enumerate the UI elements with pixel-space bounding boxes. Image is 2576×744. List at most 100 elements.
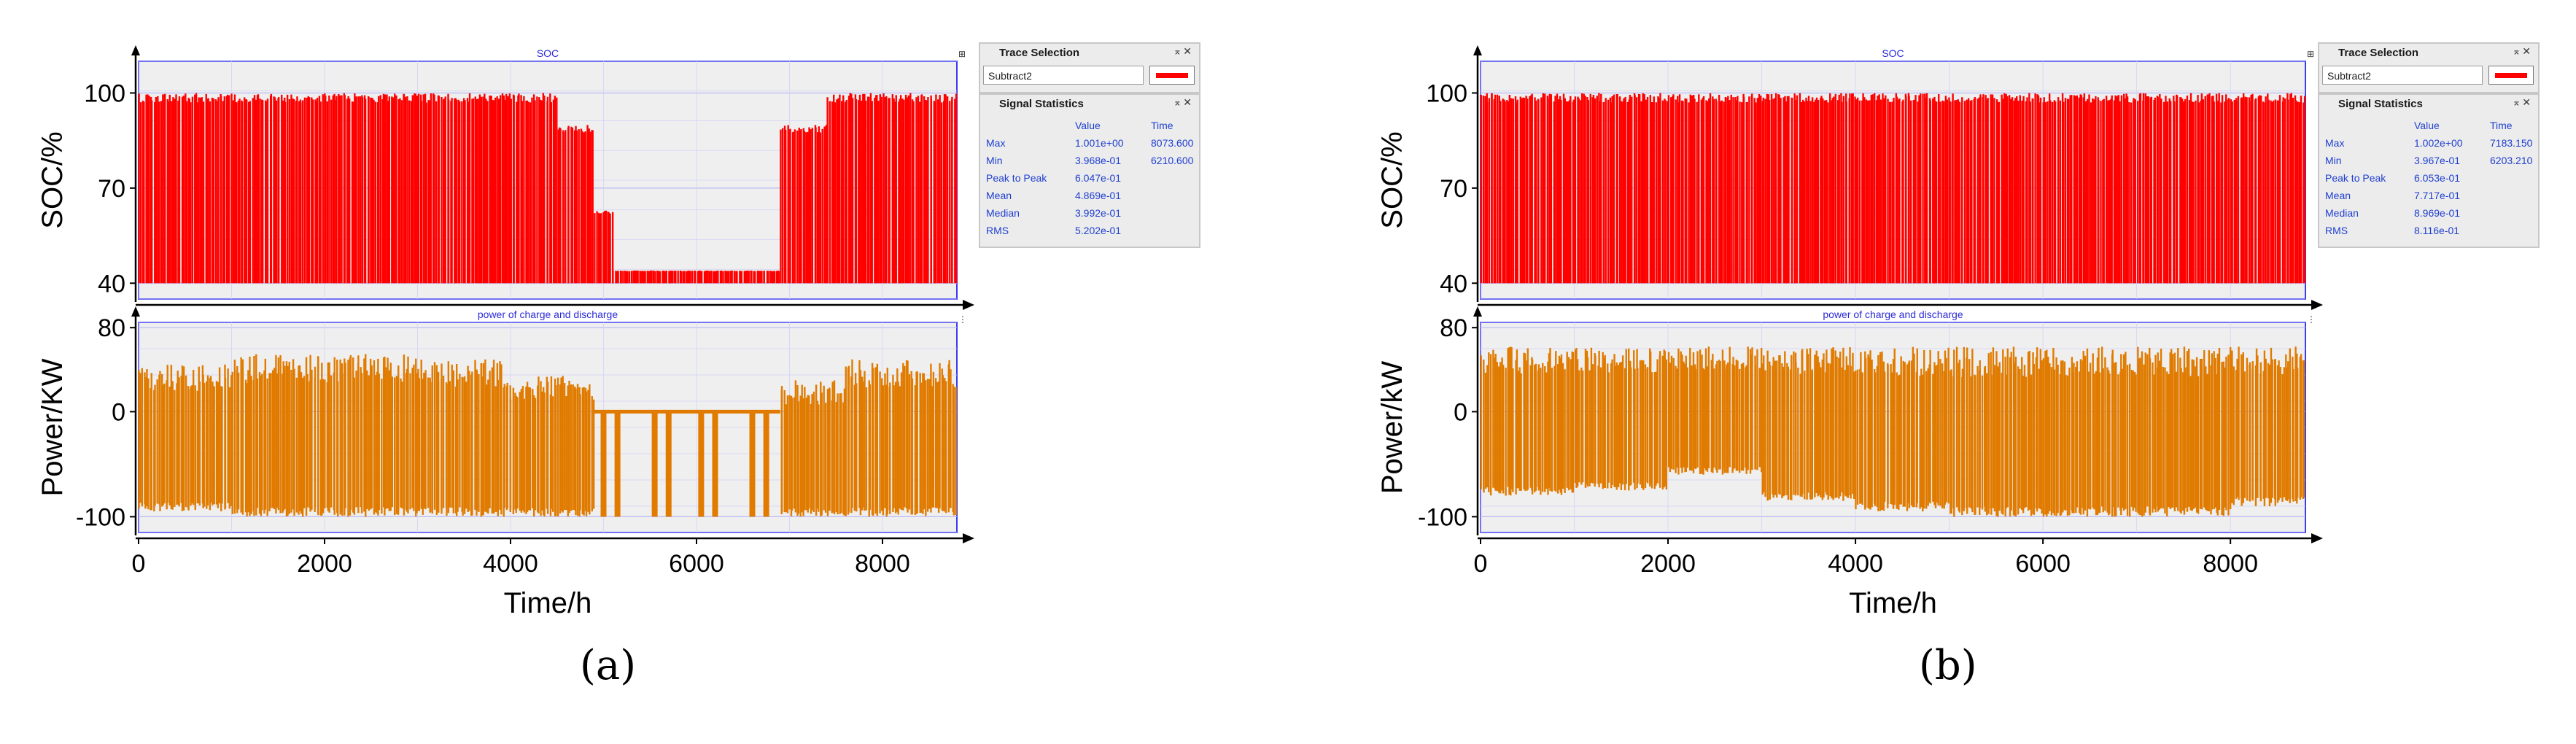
series-power [1480, 346, 2305, 517]
series-soc [1480, 93, 2306, 284]
y-axis-arrow [131, 45, 140, 55]
y-tick-label: 70 [98, 175, 125, 203]
y-tick-label: 40 [98, 270, 125, 298]
stat-name: Median [986, 207, 1020, 219]
signal-statistics-title: Signal Statistics [2338, 98, 2423, 110]
subplot-title: SOC [537, 47, 559, 59]
close-icon[interactable]: ⌅✕ [2512, 45, 2532, 57]
x-tick-label: 6000 [2015, 550, 2071, 578]
y-axis-label: SOC/% [36, 131, 69, 228]
stat-name: RMS [2325, 225, 2348, 236]
x-tick-label: 6000 [669, 550, 724, 578]
mid-axis-arrow [963, 300, 974, 310]
signal-statistics-panel: Signal Statistics ⌅✕ Value Time Max 1.001… [979, 93, 1200, 248]
stat-value: 1.002e+00 [2414, 137, 2463, 149]
panel-b: SOC 40 70 100 SOC/% ⊞ power of charge and disc… [1288, 0, 2576, 744]
data-spike [749, 411, 756, 517]
y-axis-label: SOC/% [1376, 131, 1408, 228]
subplot-title: SOC [1882, 47, 1904, 59]
y-tick-label: 80 [98, 314, 125, 342]
data-spike [614, 411, 621, 517]
panel-a: SOC 40 70 100 SOC/% ⊞ power of charge and disc… [0, 0, 1284, 744]
stat-value: 6.047e-01 [1075, 172, 1122, 184]
y-axis-label: Power/KW [36, 358, 69, 496]
y-tick-label: -100 [76, 503, 125, 531]
caption-b: (b) [1919, 642, 1977, 689]
y-axis-arrow [1473, 306, 1482, 317]
chart-a: SOC 40 70 100 SOC/% ⊞ power of charge and disc… [36, 45, 974, 619]
corner-handle: ⋮ [958, 314, 967, 325]
y-tick-label: 100 [1426, 80, 1467, 107]
stat-time: 7183.150 [2490, 137, 2533, 149]
trace-selection-title: Trace Selection [999, 47, 1080, 59]
data-spike [651, 411, 658, 517]
stat-value: 6.053e-01 [2414, 172, 2461, 184]
stat-value: 1.001e+00 [1075, 137, 1124, 149]
data-spike [600, 411, 607, 517]
series-power [138, 354, 957, 517]
y-axis-arrow [131, 306, 140, 317]
y-axis-label: Power/kW [1376, 361, 1408, 494]
x-tick-label: 0 [1474, 550, 1488, 578]
y-tick-label: 80 [1440, 314, 1467, 342]
subplot-title: power of charge and discharge [478, 309, 618, 320]
corner-handle: ⊞ [958, 49, 966, 59]
stat-name: Mean [986, 190, 1012, 201]
stat-time: 6203.210 [2490, 155, 2533, 166]
stat-time: 6210.600 [1151, 155, 1194, 166]
stat-name: Median [2325, 207, 2359, 219]
stat-name: Peak to Peak [986, 172, 1047, 184]
x-tick-label: 8000 [855, 550, 910, 578]
y-tick-label: 70 [1440, 175, 1467, 203]
stat-value: 7.717e-01 [2414, 190, 2461, 201]
stat-name: RMS [986, 225, 1009, 236]
trace-color-line [2495, 73, 2527, 78]
stat-value: 3.992e-01 [1075, 207, 1122, 219]
col-header-value: Value [2414, 120, 2440, 131]
x-tick-label: 4000 [1828, 550, 1883, 578]
trace-selection-panel: Trace Selection ⌅✕ Subtract2 [2318, 42, 2540, 93]
stat-value: 3.968e-01 [1075, 155, 1122, 166]
caption-a: (a) [580, 642, 637, 689]
signal-statistics-panel: Signal Statistics ⌅✕ Value Time Max 1.002… [2318, 93, 2540, 248]
y-tick-label: 0 [112, 398, 125, 426]
x-tick-label: 8000 [2203, 550, 2258, 578]
close-icon[interactable]: ⌅✕ [1173, 45, 1193, 57]
x-tick-label: 2000 [1640, 550, 1696, 578]
x-axis-label: Time/h [1849, 587, 1937, 619]
data-spike [698, 411, 705, 517]
x-tick-label: 2000 [297, 550, 352, 578]
data-spike [665, 411, 672, 517]
trace-color-swatch[interactable] [1149, 66, 1195, 85]
trace-selection-panel: Trace Selection ⌅✕ Subtract2 [979, 42, 1200, 93]
x-axis-arrow [2311, 533, 2323, 543]
x-axis-arrow [963, 533, 974, 543]
stat-name: Max [986, 137, 1006, 149]
chart-b: SOC 40 70 100 SOC/% ⊞ power of charge and disc… [1376, 45, 2323, 619]
y-tick-label: 40 [1440, 270, 1467, 298]
col-header-time: Time [2490, 120, 2513, 131]
trace-color-line [1156, 73, 1188, 78]
stat-name: Min [986, 155, 1003, 166]
y-tick-label: 0 [1454, 398, 1467, 426]
trace-selection-title: Trace Selection [2338, 47, 2419, 59]
y-axis-arrow [1473, 45, 1482, 55]
x-tick-label: 4000 [483, 550, 538, 578]
trace-color-swatch[interactable] [2488, 66, 2534, 85]
stat-name: Peak to Peak [2325, 172, 2386, 184]
trace-select-dropdown[interactable]: Subtract2 [2322, 66, 2483, 85]
y-tick-label: 100 [84, 80, 125, 107]
corner-handle: ⊞ [2307, 49, 2314, 59]
stat-value: 8.116e-01 [2414, 225, 2460, 236]
close-icon[interactable]: ⌅✕ [2512, 96, 2532, 108]
data-spike [763, 411, 769, 517]
stat-name: Max [2325, 137, 2345, 149]
col-header-time: Time [1151, 120, 1173, 131]
mid-axis-arrow [2311, 300, 2323, 310]
stat-value: 5.202e-01 [1075, 225, 1122, 236]
close-icon[interactable]: ⌅✕ [1173, 96, 1193, 108]
stat-value: 3.967e-01 [2414, 155, 2461, 166]
x-tick-label: 0 [132, 550, 146, 578]
x-axis-label: Time/h [504, 587, 592, 619]
trace-select-dropdown[interactable]: Subtract2 [983, 66, 1144, 85]
